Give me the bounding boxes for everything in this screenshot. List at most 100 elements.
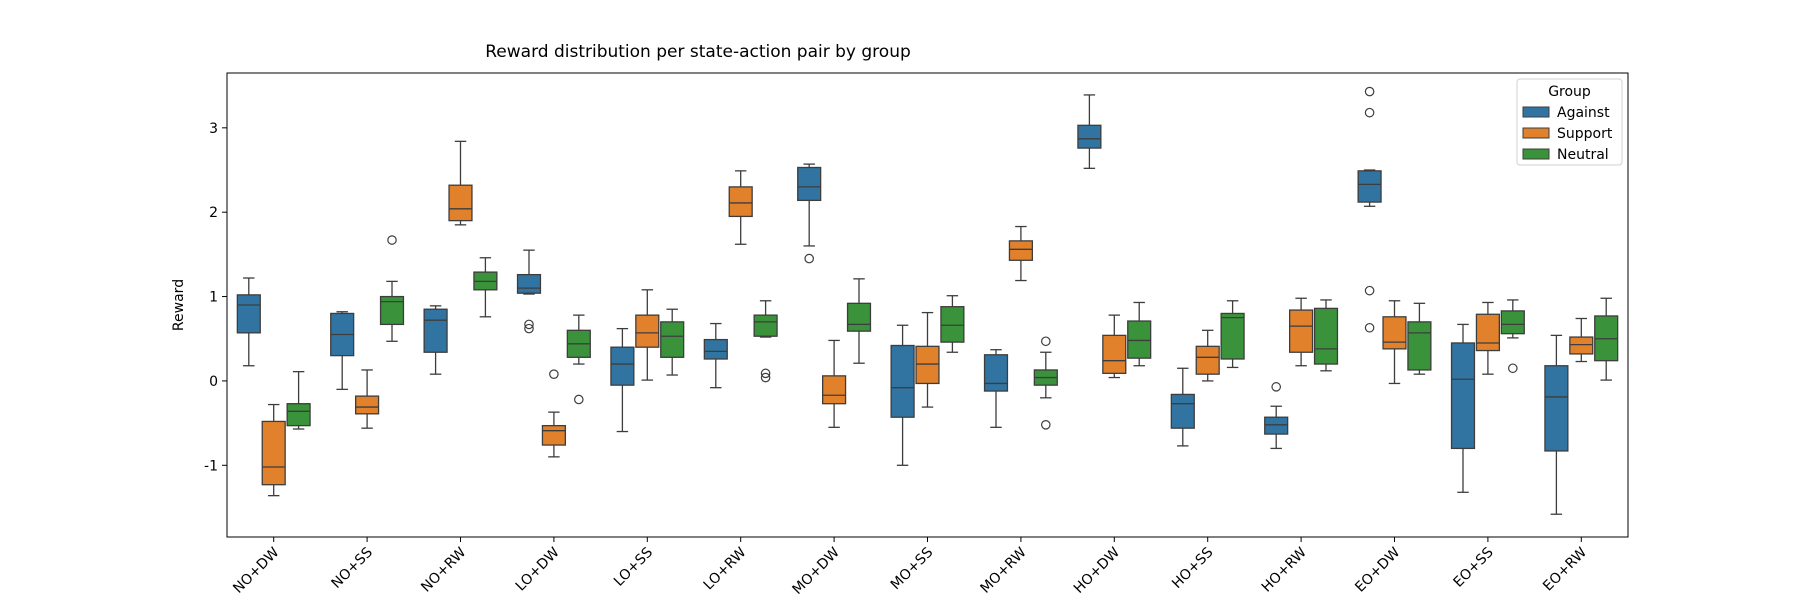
box-against-no-rw (423, 305, 448, 375)
box-support-ho-ss (1195, 329, 1220, 382)
box-against-mo-dw (797, 163, 822, 264)
box-against-ho-dw (1077, 94, 1102, 169)
outlier-point (1041, 419, 1051, 430)
box-neutral-mo-rw (1033, 336, 1058, 430)
x-tick-label: HO+SS (1169, 544, 1216, 591)
outlier-point (574, 394, 584, 405)
y-tick-label: -1 (204, 458, 218, 474)
box-iqr (261, 420, 286, 486)
outlier-point (760, 368, 771, 379)
outlier-point (1364, 107, 1375, 118)
outlier-point (1364, 322, 1375, 333)
box-iqr (354, 395, 380, 415)
box-iqr (635, 314, 660, 348)
x-tick-label: LO+DW (513, 544, 563, 594)
box-iqr (983, 354, 1009, 392)
box-iqr (940, 306, 965, 343)
box-iqr (1008, 240, 1034, 261)
box-iqr (516, 273, 542, 294)
box-iqr (1569, 336, 1594, 355)
chart-title: Reward distribution per state-action pai… (485, 42, 911, 62)
box-support-eo-ss (1475, 301, 1501, 375)
box-support-eo-dw (1382, 300, 1407, 385)
box-against-eo-ss (1450, 323, 1476, 493)
box-iqr (1382, 316, 1407, 350)
x-tick-label: MO+SS (888, 544, 937, 593)
box-iqr (1127, 320, 1152, 359)
y-tick-label: 2 (209, 205, 218, 221)
box-neutral-no-rw (473, 257, 498, 318)
box-iqr (1544, 365, 1569, 452)
box-neutral-eo-rw (1594, 297, 1619, 381)
box-iqr (448, 184, 473, 222)
box-against-ho-rw (1264, 382, 1289, 450)
y-tick-label: 1 (209, 290, 218, 306)
box-support-mo-ss (915, 311, 940, 408)
legend-label-neutral: Neutral (1557, 147, 1609, 163)
box-neutral-no-dw (286, 370, 311, 430)
box-support-no-ss (354, 369, 380, 429)
x-tick-label: LO+RW (701, 544, 750, 593)
outlier-point (1364, 86, 1375, 97)
box-support-ho-dw (1102, 314, 1127, 379)
box-iqr (1102, 334, 1127, 374)
outlier-point (549, 369, 559, 379)
box-iqr (703, 338, 728, 360)
box-iqr (286, 403, 311, 427)
x-tick-label: HO+DW (1071, 544, 1123, 596)
x-tick-label: EO+SS (1451, 544, 1497, 590)
x-tick-label: EO+RW (1540, 544, 1590, 594)
legend-label-against: Against (1557, 105, 1610, 121)
x-tick-label: NO+DW (230, 544, 282, 596)
box-neutral-no-ss (379, 235, 405, 342)
plot-area (236, 86, 1619, 515)
box-support-eo-rw (1569, 317, 1594, 363)
box-support-ho-rw (1288, 297, 1314, 367)
box-iqr (797, 166, 822, 202)
box-support-lo-dw (541, 369, 567, 458)
x-tick-label: LO+SS (611, 544, 656, 589)
box-against-mo-rw (983, 349, 1009, 428)
box-iqr (1475, 313, 1501, 352)
box-iqr (1313, 307, 1339, 365)
box-iqr (1450, 342, 1476, 450)
x-tick-label: NO+RW (418, 544, 469, 595)
box-iqr (753, 314, 778, 337)
plot-frame (226, 72, 1629, 538)
box-iqr (915, 345, 940, 385)
y-tick-label: 0 (209, 374, 218, 390)
box-support-lo-ss (635, 289, 660, 381)
legend-swatch-support (1522, 127, 1550, 139)
box-iqr (541, 424, 567, 446)
box-against-lo-ss (610, 327, 635, 433)
box-against-lo-dw (516, 249, 542, 334)
box-against-eo-dw (1357, 86, 1382, 333)
box-against-no-dw (236, 277, 261, 367)
box-support-mo-rw (1008, 225, 1034, 282)
box-neutral-eo-dw (1407, 302, 1432, 375)
box-iqr (1288, 309, 1314, 353)
box-support-mo-dw (821, 339, 847, 428)
y-tick-label: 3 (209, 121, 218, 137)
box-iqr (1500, 310, 1525, 335)
outlier-point (804, 253, 814, 264)
outlier-point (760, 372, 771, 383)
x-tick-label: MO+RW (978, 544, 1030, 596)
outlier-point (1271, 382, 1281, 392)
box-iqr (379, 295, 405, 326)
box-against-lo-rw (703, 322, 728, 389)
box-neutral-ho-ss (1220, 300, 1245, 369)
outlier-point (1041, 336, 1051, 347)
box-neutral-ho-rw (1313, 299, 1339, 372)
box-iqr (1220, 312, 1245, 360)
legend-swatch-against (1522, 106, 1550, 118)
box-against-ho-ss (1170, 367, 1195, 447)
box-against-no-ss (330, 311, 355, 391)
box-iqr (1077, 124, 1102, 149)
outlier-point (387, 235, 397, 245)
box-iqr (1357, 170, 1382, 203)
box-neutral-lo-dw (566, 314, 591, 405)
box-neutral-eo-ss (1500, 299, 1525, 374)
box-iqr (1407, 321, 1432, 371)
